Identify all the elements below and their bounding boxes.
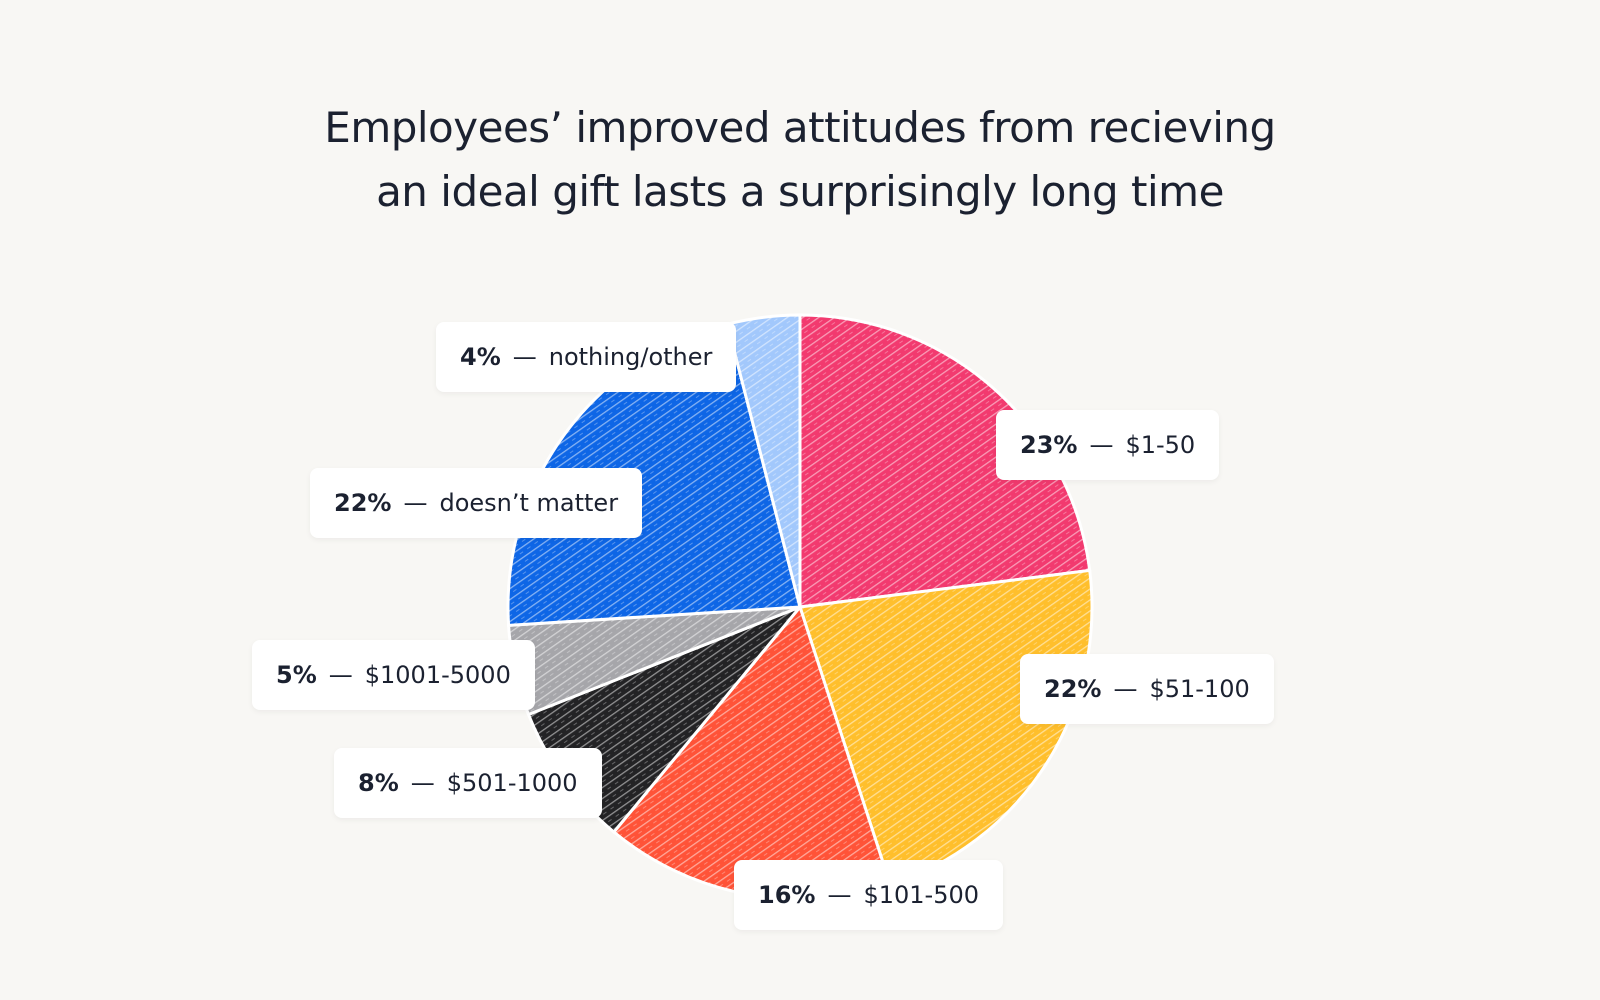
slice-percent: 4%	[460, 343, 501, 371]
slice-label-1001-5000: 5% — $1001-5000	[252, 640, 535, 710]
slice-percent: 5%	[276, 661, 317, 689]
slice-category: $1001-5000	[364, 661, 511, 689]
slice-percent: 23%	[1020, 431, 1078, 459]
pie-slices	[506, 313, 1094, 901]
pie-slice-texture-51-100	[800, 570, 1093, 885]
slice-label-501-1000: 8% — $501-1000	[334, 748, 602, 818]
slice-category: $501-1000	[446, 769, 578, 797]
slice-percent: 8%	[358, 769, 399, 797]
slice-separator: —	[1089, 431, 1114, 459]
slice-separator: —	[827, 881, 852, 909]
chart-title-line-2: an ideal gift lasts a surprisingly long …	[376, 167, 1224, 216]
slice-category: nothing/other	[548, 343, 713, 371]
pie-slice-texture-nothing-other	[727, 315, 800, 607]
slice-label-nothing-other: 4% — nothing/other	[436, 322, 737, 392]
slice-separator: —	[1113, 675, 1138, 703]
slice-category: $1-50	[1125, 431, 1196, 459]
pie-slice-texture-doesn-t-matter	[508, 324, 800, 626]
slice-category: $51-100	[1149, 675, 1250, 703]
slice-separator: —	[403, 489, 428, 517]
pie-slice-texture-101-500	[613, 607, 891, 900]
slice-separator: —	[512, 343, 537, 371]
slice-percent: 22%	[334, 489, 392, 517]
slice-separator: —	[410, 769, 435, 797]
slice-percent: 16%	[758, 881, 816, 909]
pie-slice-texture-1-50	[800, 315, 1090, 607]
slice-separator: —	[328, 661, 353, 689]
slice-category: doesn’t matter	[439, 489, 619, 517]
chart-title-line-1: Employees’ improved attitudes from recie…	[324, 103, 1276, 152]
chart-title: Employees’ improved attitudes from recie…	[0, 96, 1600, 224]
slice-category: $101-500	[863, 881, 979, 909]
slice-label-doesn-t-matter: 22% — doesn’t matter	[310, 468, 643, 538]
pie-slice-texture-1001-5000	[508, 607, 800, 715]
slice-label-1-50: 23% — $1-50	[996, 410, 1220, 480]
slice-label-101-500: 16% — $101-500	[734, 860, 1003, 930]
slice-label-51-100: 22% — $51-100	[1020, 654, 1274, 724]
slice-percent: 22%	[1044, 675, 1102, 703]
